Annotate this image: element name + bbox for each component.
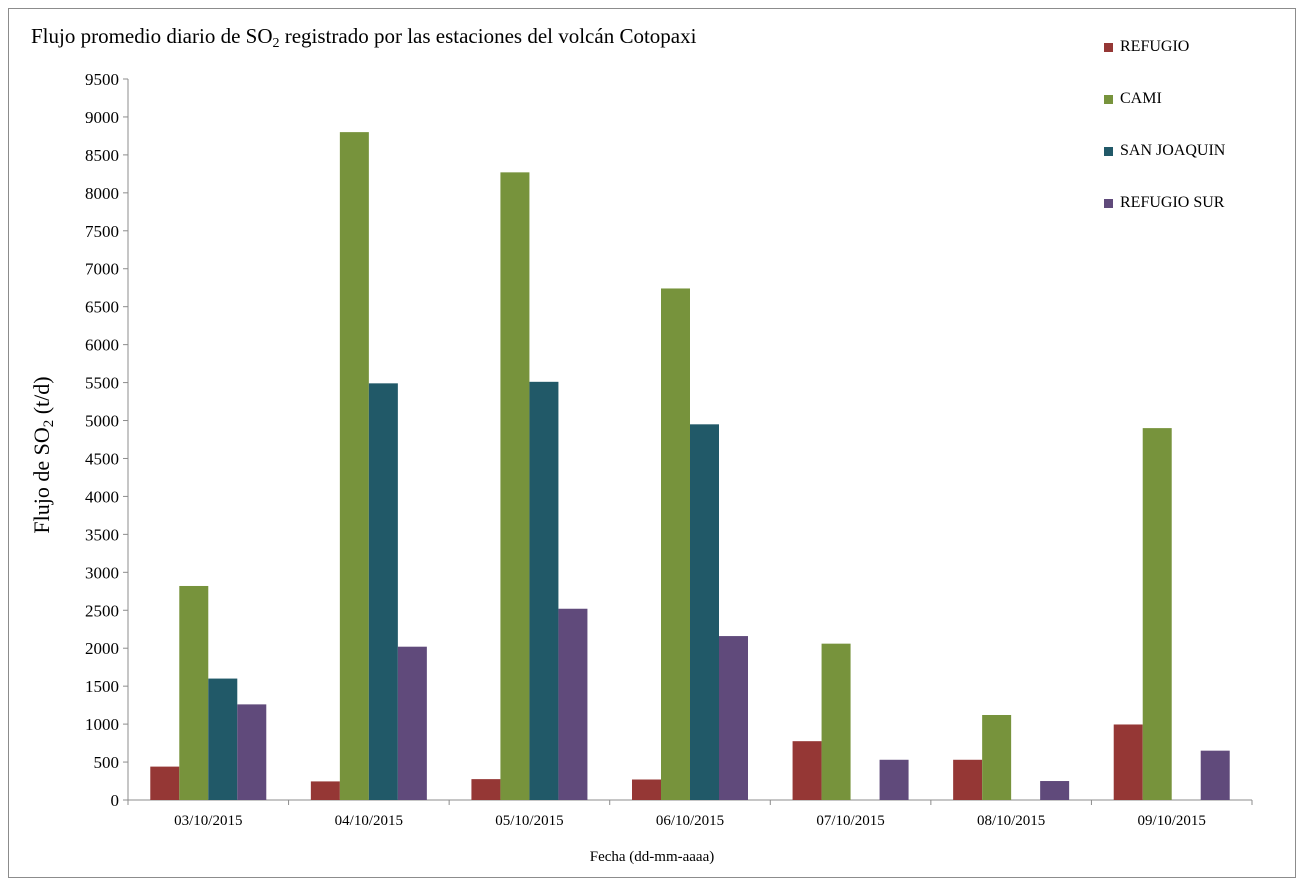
y-tick-label: 9000 — [85, 108, 119, 127]
bar-refugio — [792, 741, 822, 800]
y-tick-label: 5000 — [85, 412, 119, 431]
legend-label: REFUGIO — [1120, 38, 1190, 55]
legend-label: SAN JOAQUIN — [1120, 142, 1226, 159]
y-tick-label: 3500 — [85, 525, 119, 544]
bar-cami — [179, 585, 209, 800]
legend-item: REFUGIO — [1104, 34, 1225, 60]
y-tick-label: 5500 — [85, 374, 119, 393]
legend: REFUGIO CAMI SAN JOAQUIN REFUGIO SUR — [1104, 34, 1225, 242]
y-tick-label: 9500 — [85, 70, 119, 89]
bar-refugio-sur — [237, 704, 267, 800]
bar-refugio-sur — [397, 646, 427, 800]
bar-cami — [661, 288, 690, 800]
y-tick-label: 1500 — [85, 677, 119, 696]
y-tick-label: 2500 — [85, 601, 119, 620]
x-tick-label: 05/10/2015 — [495, 813, 563, 829]
legend-swatch — [1104, 94, 1113, 104]
bar-cami — [1142, 428, 1172, 800]
x-tick-label: 07/10/2015 — [816, 813, 884, 829]
bar-cami — [982, 714, 1012, 800]
bar-refugio-sur — [558, 608, 588, 800]
bar-san-joaquin — [368, 383, 398, 800]
bar-refugio-sur — [1200, 750, 1230, 800]
legend-item: REFUGIO SUR — [1104, 190, 1225, 216]
bar-san-joaquin — [208, 678, 238, 800]
bar-refugio — [953, 759, 983, 800]
y-tick-label: 1000 — [85, 715, 119, 734]
y-tick-label: 4000 — [85, 487, 119, 506]
bar-san-joaquin — [529, 381, 559, 800]
bar-refugio — [1113, 724, 1143, 800]
legend-swatch — [1104, 42, 1113, 52]
legend-label: CAMI — [1120, 90, 1162, 107]
y-tick-label: 0 — [111, 791, 120, 810]
y-tick-label: 3000 — [85, 563, 119, 582]
bar-refugio — [471, 779, 501, 800]
bar-cami — [500, 172, 530, 800]
x-axis-label: Fecha (dd-mm-aaaa) — [589, 849, 715, 865]
x-tick-label: 09/10/2015 — [1138, 813, 1206, 829]
bar-refugio-sur — [1040, 781, 1070, 800]
chart-title: Flujo promedio diario de SO2 registrado … — [31, 24, 697, 51]
legend-label: REFUGIO SUR — [1120, 194, 1225, 211]
bar-refugio-sur — [879, 759, 909, 800]
legend-swatch — [1104, 198, 1113, 208]
y-tick-label: 8500 — [85, 146, 119, 165]
x-tick-label: 08/10/2015 — [977, 813, 1045, 829]
legend-swatch — [1104, 146, 1113, 156]
bar-refugio — [150, 766, 180, 800]
legend-item: SAN JOAQUIN — [1104, 138, 1225, 164]
bar-refugio-sur — [719, 636, 748, 800]
x-tick-label: 04/10/2015 — [335, 813, 403, 829]
x-tick-label: 06/10/2015 — [656, 813, 724, 829]
bar-cami — [821, 643, 851, 800]
y-tick-label: 6500 — [85, 298, 119, 317]
y-tick-label: 7500 — [85, 222, 119, 241]
y-tick-label: 2000 — [85, 639, 119, 658]
bar-san-joaquin — [690, 424, 719, 800]
y-tick-label: 7000 — [85, 260, 119, 279]
x-tick-label: 03/10/2015 — [174, 813, 242, 829]
y-tick-label: 6000 — [85, 336, 119, 355]
legend-item: CAMI — [1104, 86, 1225, 112]
bar-cami — [339, 132, 369, 800]
y-tick-label: 4500 — [85, 449, 119, 468]
y-tick-label: 8000 — [85, 184, 119, 203]
y-tick-label: 500 — [94, 753, 120, 772]
bar-refugio — [632, 779, 661, 800]
bar-refugio — [310, 781, 340, 800]
